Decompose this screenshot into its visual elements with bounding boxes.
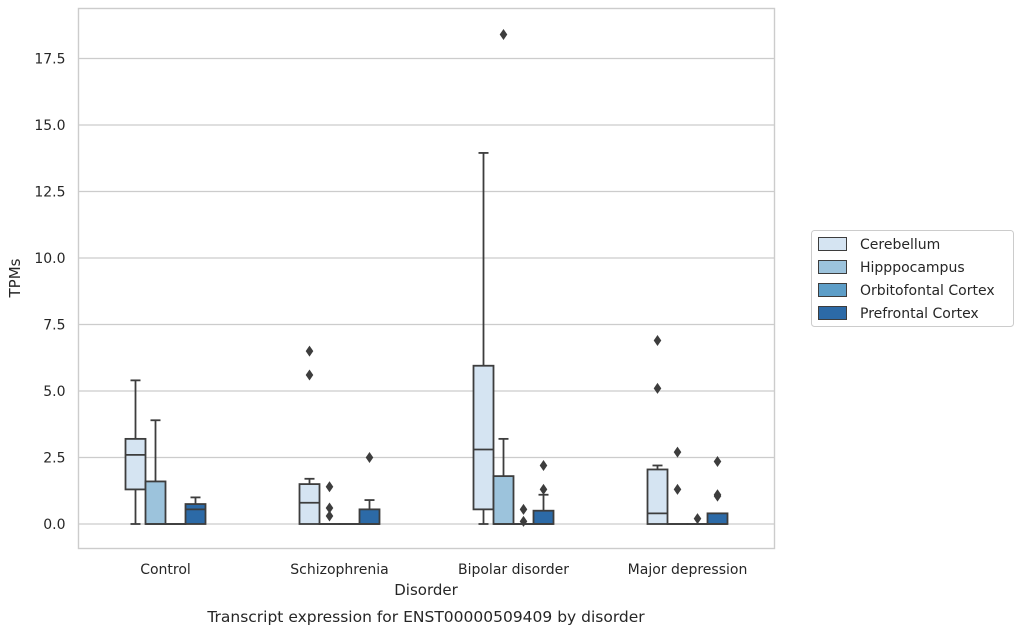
box (298, 345, 321, 525)
box (686, 513, 709, 525)
y-tick-label: 2.5 (43, 451, 65, 467)
box (532, 459, 555, 525)
legend-label: Orbitofontal Cortex (860, 283, 995, 299)
category-group (124, 379, 207, 525)
box (318, 481, 341, 525)
y-tick-label: 5.0 (43, 384, 65, 400)
legend-label: Prefrontal Cortex (860, 306, 979, 322)
y-axis-label: TPMs (6, 258, 24, 298)
outlier-point (713, 489, 722, 501)
box (706, 455, 729, 525)
category-group (646, 334, 729, 525)
box (666, 446, 689, 525)
legend-swatch (818, 283, 847, 297)
x-axis-ticks: Control Schizophrenia Bipolar disorder Majo… (140, 562, 747, 578)
chart-caption: Transcript expression for ENST0000050940… (206, 608, 645, 626)
y-tick-label: 0.0 (43, 517, 65, 533)
x-tick-label: Bipolar disorder (458, 562, 569, 578)
box-body (646, 468, 669, 525)
x-axis-label: Disorder (394, 581, 458, 599)
y-axis-ticks: 0.0 2.5 5.0 7.5 10.0 12.5 15.0 17.5 (34, 52, 65, 534)
outlier-point (653, 382, 662, 394)
category-group (298, 345, 381, 525)
outlier-point (653, 334, 662, 346)
grid-lines (78, 57, 775, 525)
outlier-point (365, 452, 374, 463)
plot-frame (77, 7, 776, 550)
outlier-point (499, 29, 508, 41)
box (472, 152, 495, 525)
x-tick-label: Control (140, 562, 191, 578)
box-body (144, 480, 167, 525)
outlier-point (713, 455, 722, 467)
box (184, 496, 207, 525)
outlier-point (305, 345, 314, 357)
category-group (472, 29, 555, 527)
y-tick-label: 15.0 (34, 118, 65, 134)
x-tick-label: Schizophrenia (290, 562, 388, 578)
box (646, 334, 669, 525)
outlier-point (325, 502, 334, 514)
outlier-point (539, 459, 548, 471)
y-tick-label: 7.5 (43, 318, 65, 334)
outlier-point (673, 446, 682, 458)
outlier-point (673, 483, 682, 495)
box-body (492, 475, 515, 525)
outlier-point (519, 503, 528, 515)
legend: Cerebellum Hipppocampus Orbitofontal Corte… (811, 230, 1014, 327)
box (124, 379, 147, 525)
box-groups (124, 29, 729, 527)
box (512, 503, 535, 527)
box (144, 419, 167, 525)
outlier-point (539, 483, 548, 495)
legend-swatch (818, 237, 847, 251)
outlier-point (693, 513, 702, 525)
x-tick-label: Major depression (628, 562, 748, 578)
y-tick-label: 10.0 (34, 251, 65, 267)
legend-label: Cerebellum (860, 237, 940, 253)
legend-swatch (818, 260, 847, 274)
box-body (472, 364, 495, 511)
box-body (532, 509, 555, 525)
box (358, 452, 381, 525)
box (492, 29, 515, 525)
y-tick-label: 12.5 (34, 185, 65, 201)
box-body (358, 508, 381, 525)
legend-frame (811, 230, 1014, 327)
legend-swatch (818, 306, 847, 320)
outlier-point (325, 481, 334, 493)
box-body (184, 503, 207, 525)
outlier-point (325, 510, 334, 522)
box-body (706, 512, 729, 525)
box-body (298, 483, 321, 525)
legend-label: Hipppocampus (860, 260, 965, 276)
y-tick-label: 17.5 (34, 52, 65, 68)
outlier-point (519, 515, 528, 527)
outlier-point (305, 369, 314, 381)
box-body (124, 437, 147, 491)
